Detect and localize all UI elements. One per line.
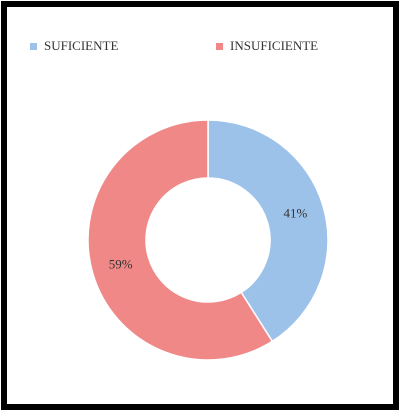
legend-label: INSUFICIENTE	[230, 38, 318, 53]
legend-swatch	[30, 43, 37, 50]
legend-label: SUFICIENTE	[44, 38, 118, 53]
donut-slice	[87, 119, 274, 361]
data-label: 41%	[283, 206, 307, 221]
legend-swatch	[216, 43, 223, 50]
data-label: 59%	[109, 256, 133, 271]
donut-slice	[207, 119, 329, 343]
